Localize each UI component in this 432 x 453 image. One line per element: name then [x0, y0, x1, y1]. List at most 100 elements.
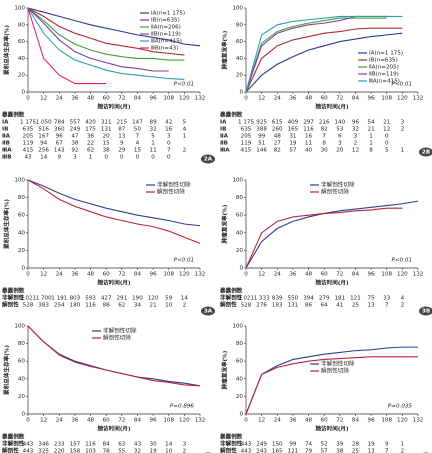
risk-count: 0 — [385, 141, 389, 147]
risk-count: 784 — [54, 120, 65, 126]
y-tick-label: 40 — [18, 376, 26, 382]
panel-label: 3B — [422, 309, 430, 315]
x-tick-label: 12 — [258, 418, 265, 424]
risk-count: 243 — [256, 449, 267, 453]
panel-label: 3A — [204, 309, 213, 315]
risk-count: 120 — [148, 296, 159, 302]
risk-table-title: 暴露例数 — [1, 287, 25, 295]
legend-label: ⅡA(n=205) — [369, 65, 399, 71]
risk-count: 528 — [23, 303, 34, 309]
risk-count: 14 — [40, 155, 48, 161]
survival-curve — [245, 346, 418, 415]
risk-count: 54 — [368, 120, 376, 126]
p-value: P=0.035 — [388, 404, 413, 410]
x-tick-label: 60 — [321, 96, 329, 102]
x-tick-label: 0 — [244, 418, 248, 424]
legend-label: ⅢA(n=415) — [151, 39, 182, 45]
survival-curve — [27, 7, 185, 61]
y-tick-label: 40 — [236, 230, 244, 236]
p-value: P<0.01 — [391, 258, 412, 264]
risk-count: 550 — [288, 296, 299, 302]
risk-count: 88 — [103, 303, 111, 309]
risk-row-label: ⅢA — [2, 148, 12, 154]
x-tick-label: 12 — [258, 272, 265, 278]
x-tick-label: 72 — [118, 418, 125, 424]
risk-count: 167 — [38, 134, 49, 140]
risk-count: 1 700 — [36, 296, 52, 302]
x-tick-label: 24 — [56, 96, 64, 102]
x-tick-label: 48 — [305, 272, 313, 278]
y-tick-label: 0 — [21, 90, 25, 96]
risk-count: 427 — [101, 296, 112, 302]
y-tick-label: 60 — [236, 359, 244, 365]
risk-count: 10 — [165, 449, 173, 453]
risk-count: 276 — [256, 303, 267, 309]
y-tick-label: 100 — [14, 178, 25, 184]
risk-count: 99 — [289, 442, 297, 448]
risk-count: 7 — [167, 148, 171, 154]
risk-count: 1 050 — [36, 120, 52, 126]
x-tick-label: 36 — [289, 272, 297, 278]
x-tick-label: 60 — [321, 272, 329, 278]
x-tick-label: 96 — [368, 96, 376, 102]
risk-count: 256 — [38, 148, 49, 154]
risk-count: 415 — [23, 148, 34, 154]
risk-count: 119 — [241, 141, 252, 147]
y-tick-label: 60 — [18, 359, 26, 365]
survival-curve — [245, 32, 403, 93]
risk-row-label: 解剖性 — [2, 301, 19, 309]
risk-count: 32 — [134, 449, 141, 453]
risk-row-label: ⅡB — [2, 141, 10, 147]
risk-count: 190 — [132, 296, 143, 302]
risk-row-label: 解剖性 — [220, 301, 237, 309]
x-tick-label: 84 — [352, 96, 360, 102]
x-tick-label: 0 — [26, 418, 30, 424]
risk-count: 51 — [258, 141, 266, 147]
legend-label: ⅡB(n=119) — [151, 32, 181, 38]
y-tick-label: 60 — [18, 213, 26, 219]
x-tick-label: 36 — [71, 96, 79, 102]
survival-curve — [27, 325, 201, 387]
risk-row-label: ⅡA — [2, 134, 11, 140]
y-tick-label: 0 — [239, 412, 243, 418]
legend-label: 非解剖性切除 — [321, 360, 355, 368]
risk-count: 119 — [23, 141, 34, 147]
risk-count: 43 — [134, 442, 142, 448]
risk-count: 121 — [288, 449, 299, 453]
x-tick-label: 48 — [305, 418, 313, 424]
risk-count: 16 — [165, 127, 173, 133]
risk-count: 409 — [288, 120, 299, 126]
x-tick-label: 24 — [274, 418, 282, 424]
y-tick-label: 100 — [232, 6, 243, 12]
y-tick-label: 40 — [18, 230, 26, 236]
x-tick-label: 72 — [336, 96, 343, 102]
x-tick-label: 0 — [244, 272, 248, 278]
legend-label: 非解剖性切除 — [103, 327, 137, 335]
risk-count: 443 — [23, 442, 34, 448]
y-tick-label: 100 — [14, 6, 25, 12]
risk-count: 325 — [38, 449, 49, 453]
risk-count: 220 — [54, 449, 65, 453]
y-axis-title: 肿瘤复发率(%) — [221, 30, 229, 69]
risk-count: 21 — [150, 303, 158, 309]
risk-count: 16 — [305, 134, 313, 140]
risk-count: 9 — [385, 442, 389, 448]
risk-count: 249 — [70, 127, 81, 133]
y-tick-label: 20 — [18, 394, 26, 400]
x-tick-label: 72 — [336, 418, 343, 424]
risk-count: 84 — [103, 442, 111, 448]
risk-row-label: 非解剖性 — [220, 440, 243, 448]
risk-count: 205 — [241, 134, 252, 140]
risk-count: 75 — [368, 296, 376, 302]
risk-count: 27 — [274, 141, 282, 147]
survival-curve — [27, 7, 185, 56]
risk-count: 5 — [385, 148, 389, 154]
x-tick-label: 36 — [71, 418, 79, 424]
x-tick-label: 72 — [336, 272, 343, 278]
risk-count: 158 — [70, 449, 81, 453]
risk-count: 9 — [57, 155, 61, 161]
x-tick-label: 108 — [381, 418, 392, 424]
x-tick-label: 72 — [118, 96, 125, 102]
risk-count: 1 — [401, 148, 405, 154]
x-tick-label: 132 — [195, 418, 206, 424]
